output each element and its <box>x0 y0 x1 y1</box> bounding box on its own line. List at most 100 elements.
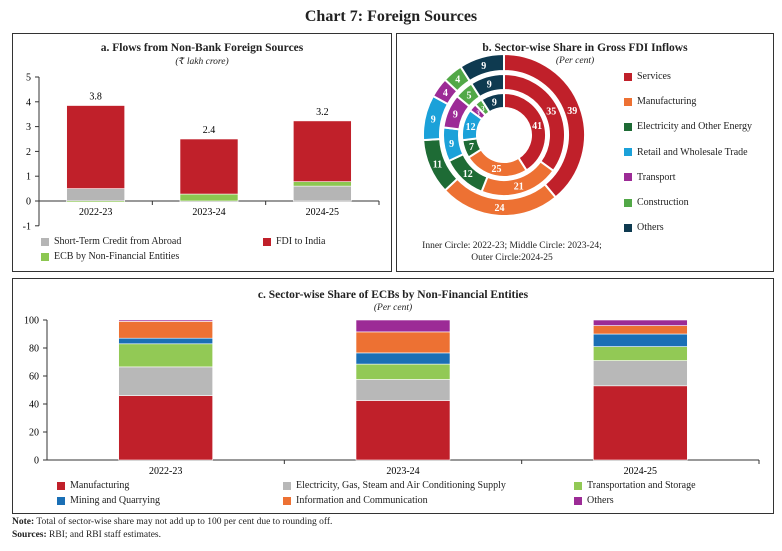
legend-swatch <box>574 496 582 505</box>
bar-segment <box>355 400 451 461</box>
legend-label: Transport <box>637 171 676 183</box>
segment-label: 24 <box>494 203 504 214</box>
segment-label: 4 <box>455 75 460 86</box>
segment-label: 39 <box>567 106 577 117</box>
y-tick-label: 20 <box>29 428 39 439</box>
y-tick-label: 1 <box>26 172 31 183</box>
bar-segment <box>66 200 125 203</box>
y-tick-label: 60 <box>29 372 39 383</box>
bar-segment <box>118 366 213 396</box>
bar-segment <box>593 333 688 347</box>
segment-label: 4 <box>443 88 448 99</box>
bar-segment <box>593 346 688 361</box>
bar-segment <box>593 319 688 326</box>
panel-c-title: c. Sector-wise Share of ECBs by Non-Fina… <box>257 289 529 301</box>
legend-label: FDI to India <box>276 236 326 247</box>
panel-c-plot: 0 20 40 60 80 100 2022-23 2023-24 2024-25 <box>24 316 760 477</box>
y-tick-label: 80 <box>29 344 39 355</box>
panel-a-title: a. Flows from Non-Bank Foreign Sources <box>100 42 304 54</box>
y-tick-label: 2 <box>26 147 31 158</box>
panel-b: b. Sector-wise Share in Gross FDI Inflow… <box>396 33 774 272</box>
bar-segment <box>293 185 352 202</box>
segment-label: 3 <box>481 105 485 113</box>
legend-swatch <box>624 148 632 157</box>
legend-label: ECB by Non-Financial Entities <box>54 251 180 262</box>
x-tick-label: 2023-24 <box>386 466 419 477</box>
sources: Sources: RBI; and RBI staff estimates. <box>12 530 161 540</box>
bar-segment <box>118 337 213 345</box>
segment-label: 21 <box>514 181 524 192</box>
bar-segment <box>293 181 352 187</box>
legend-swatch <box>283 481 291 490</box>
x-tick-label: 2023-24 <box>192 207 225 218</box>
bar-segment <box>355 352 451 365</box>
segment-label: 41 <box>532 121 542 132</box>
legend-item: Transportation and Storage <box>574 480 696 491</box>
y-tick-label: 3 <box>26 122 31 133</box>
legend-item: Mining and Quarrying <box>57 495 160 506</box>
bar-segment <box>118 319 213 322</box>
ring-caption-line1: Inner Circle: 2022-23; Middle Circle: 20… <box>422 241 602 251</box>
legend-label: Others <box>587 495 614 506</box>
legend-label: Short-Term Credit from Abroad <box>54 236 182 247</box>
sources-text: RBI; and RBI staff estimates. <box>49 530 161 540</box>
y-tick-label: -1 <box>23 221 31 232</box>
figure-title: Chart 7: Foreign Sources <box>304 8 478 25</box>
bar-segment <box>293 120 352 182</box>
segment-label: 12 <box>463 169 473 180</box>
legend-label: Construction <box>637 197 689 208</box>
legend-label: Electricity, Gas, Steam and Air Conditio… <box>296 480 506 491</box>
bar-segment <box>179 193 239 202</box>
bar-segment <box>118 321 213 339</box>
y-tick-label: 4 <box>26 97 31 108</box>
panel-a: a. Flows from Non-Bank Foreign Sources (… <box>12 33 392 272</box>
donut-segment <box>459 52 505 83</box>
sources-label: Sources: <box>12 530 47 540</box>
segment-label: 12 <box>466 122 476 133</box>
panel-b-unit: (Per cent) <box>555 56 595 66</box>
panel-b-title: b. Sector-wise Share in Gross FDI Inflow… <box>482 42 688 54</box>
bar-segment <box>355 331 451 354</box>
legend-item: Services <box>624 71 671 82</box>
legend-label: Services <box>637 71 671 82</box>
x-tick-label: 2024-25 <box>306 207 339 218</box>
segment-label: 11 <box>433 159 442 170</box>
panel-c-unit: (Per cent) <box>373 303 413 313</box>
legend-swatch <box>624 173 632 182</box>
legend-item: Information and Communication <box>283 495 428 506</box>
donut-segment <box>480 91 505 114</box>
note-label: Note: <box>12 517 35 527</box>
y-tick-label: 40 <box>29 400 39 411</box>
legend-item: Manufacturing <box>624 96 696 107</box>
legend-swatch <box>41 252 49 261</box>
legend-label: Transportation and Storage <box>587 480 696 491</box>
legend-item: Short-Term Credit from Abroad <box>41 236 181 247</box>
total-label: 3.8 <box>89 92 102 103</box>
legend-swatch <box>624 198 632 207</box>
legend-item: Transport <box>624 172 676 183</box>
legend-label: Manufacturing <box>637 96 697 108</box>
legend-label: Information and Communication <box>296 495 428 506</box>
y-tick-label: 5 <box>26 73 31 84</box>
y-tick-label: 0 <box>26 197 31 208</box>
bar-segment <box>66 188 125 202</box>
legend-label: Manufacturing <box>70 480 130 491</box>
segment-label: 9 <box>487 80 492 91</box>
legend-swatch <box>263 237 271 246</box>
panel-a-unit: (₹ lakh crore) <box>175 57 229 67</box>
legend-label: Retail and Wholesale Trade <box>637 146 748 158</box>
legend-item: Others <box>574 495 614 506</box>
ring-caption: Inner Circle: 2022-23; Middle Circle: 20… <box>407 240 617 264</box>
total-label: 3.2 <box>316 107 329 118</box>
segment-label: 9 <box>492 97 497 108</box>
total-label: 2.4 <box>203 125 216 136</box>
legend-item: Others <box>624 222 664 233</box>
panel-c: c. Sector-wise Share of ECBs by Non-Fina… <box>12 278 774 514</box>
segment-label: 7 <box>469 142 474 153</box>
segment-label: 3 <box>476 110 480 118</box>
legend-label: Electricity and Other Energy <box>637 121 753 133</box>
x-tick-label: 2024-25 <box>624 466 657 477</box>
legend-swatch <box>574 481 582 490</box>
